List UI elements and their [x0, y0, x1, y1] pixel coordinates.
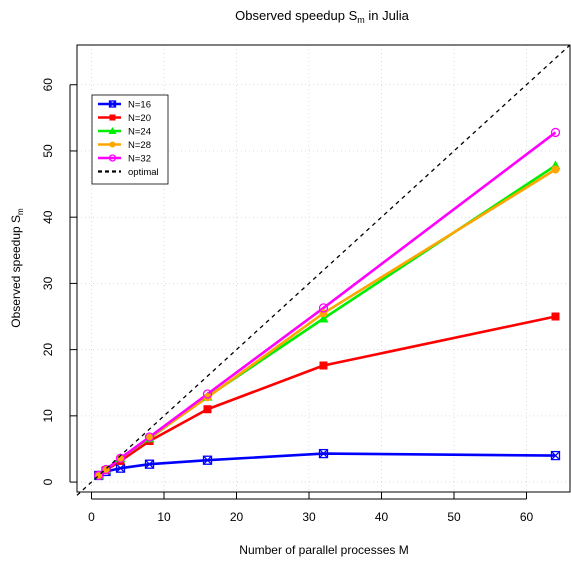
data-point-n-16-cross — [116, 463, 125, 473]
chart-title: Observed speedup Sm in Julia — [235, 8, 409, 25]
data-point-n-28 — [145, 433, 154, 442]
data-point-n-16-box — [550, 450, 561, 461]
data-point-n-28 — [551, 165, 560, 174]
data-point-n-32 — [550, 127, 561, 138]
data-point-n-16-cross — [551, 451, 560, 461]
data-point-n-28 — [203, 393, 212, 402]
legend-label: N=16 — [128, 100, 151, 111]
data-point-n-16 — [144, 459, 155, 469]
legend-marker — [109, 141, 116, 148]
data-point-n-16-cross — [319, 449, 328, 459]
legend-marker — [108, 127, 117, 134]
legend-box — [91, 94, 169, 185]
y-tick-label: 20 — [41, 343, 55, 357]
data-point-n-32 — [202, 389, 213, 399]
data-point-n-16 — [202, 455, 213, 465]
legend-marker-box — [108, 100, 117, 108]
y-tick-label: 60 — [41, 78, 55, 92]
chart-title-main: Observed speedup S — [235, 8, 357, 23]
legend-label: N=24 — [128, 127, 151, 138]
chart-title-suffix: in Julia — [365, 8, 410, 23]
x-tick-label: 0 — [88, 510, 95, 524]
legend-marker-cross — [109, 100, 116, 108]
x-tick-label: 40 — [375, 510, 389, 524]
data-point-n-24 — [318, 313, 329, 323]
y-tick-label: 10 — [41, 409, 55, 423]
data-point-n-16 — [318, 448, 329, 459]
plot-area — [76, 44, 571, 496]
grid-lines — [77, 45, 570, 492]
data-point-n-32 — [94, 470, 104, 481]
data-point-n-16-box — [144, 459, 155, 469]
data-point-n-32 — [144, 432, 155, 442]
data-point-n-20 — [319, 361, 328, 370]
data-point-n-20 — [203, 405, 212, 414]
legend-label: optimal — [128, 167, 159, 178]
data-point-n-16-box — [202, 455, 213, 465]
x-tick-label: 10 — [157, 510, 171, 524]
data-point-n-32 — [115, 453, 126, 463]
plot-border — [76, 44, 571, 493]
data-point-n-16 — [550, 450, 561, 461]
legend-marker — [108, 154, 117, 162]
y-tick-label: 50 — [41, 144, 55, 158]
y-axis-ticks: 0 10 20 30 40 50 60 — [41, 78, 77, 485]
data-point-n-16-box — [318, 448, 329, 459]
data-point-n-28 — [116, 454, 125, 463]
legend-label: N=20 — [128, 113, 151, 124]
chart-title-subscript: m — [357, 15, 365, 25]
y-axis-label-main: Observed speedup S — [9, 215, 23, 328]
legend-label: N=28 — [128, 140, 151, 151]
data-point-n-16-cross — [145, 459, 154, 469]
x-axis-ticks: 0 10 20 30 40 50 60 — [88, 492, 533, 524]
x-tick-label: 60 — [520, 510, 534, 524]
x-axis-label: Number of parallel processes M — [239, 543, 408, 557]
x-tick-label: 50 — [447, 510, 461, 524]
x-tick-label: 30 — [302, 510, 316, 524]
legend-marker — [108, 100, 117, 108]
y-axis-label-subscript: m — [16, 208, 25, 215]
legend: N=16 N=20 N=24 N=28 N=32 optimal — [91, 94, 169, 185]
x-tick-label: 20 — [230, 510, 244, 524]
y-tick-label: 40 — [41, 210, 55, 224]
data-point-n-16-cross — [203, 455, 212, 465]
y-tick-label: 30 — [41, 276, 55, 290]
y-axis-label: Observed speedup Sm — [9, 208, 25, 328]
data-point-n-20 — [551, 312, 560, 321]
y-tick-label: 0 — [41, 478, 55, 485]
data-point-n-32 — [318, 303, 329, 313]
legend-marker — [109, 114, 116, 121]
legend-label: N=32 — [128, 154, 151, 165]
data-point-n-32 — [101, 464, 111, 475]
